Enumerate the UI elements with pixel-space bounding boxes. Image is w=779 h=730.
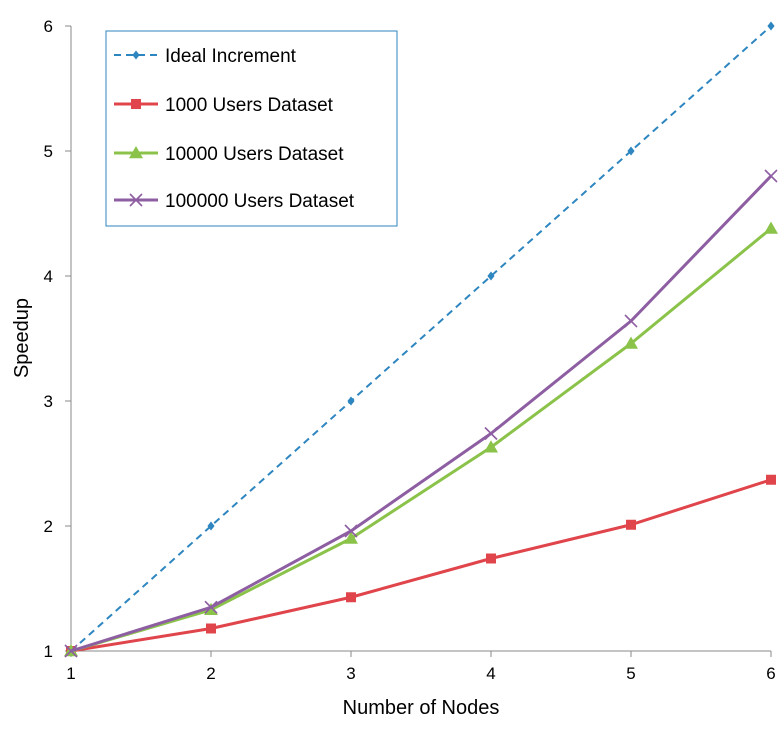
series-4 xyxy=(64,169,778,658)
data-point xyxy=(206,623,216,634)
x-tick-label: 4 xyxy=(486,664,495,683)
data-point xyxy=(347,396,355,406)
data-point xyxy=(64,644,78,658)
data-point xyxy=(484,426,498,441)
x-axis-label: Number of Nodes xyxy=(343,697,500,719)
data-point xyxy=(204,602,218,615)
y-tick-label: 4 xyxy=(44,267,53,286)
data-point xyxy=(207,521,215,531)
legend-item: 1000 Users Dataset xyxy=(114,95,334,116)
x-tick-label: 6 xyxy=(766,664,775,683)
legend-marker xyxy=(132,50,140,60)
data-point xyxy=(486,553,496,564)
series-line xyxy=(70,478,772,653)
x-tick-label: 1 xyxy=(66,664,75,683)
series-2 xyxy=(66,474,776,656)
legend-label: 10000 Users Dataset xyxy=(165,144,344,165)
legend-marker xyxy=(131,99,141,109)
y-tick-label: 3 xyxy=(44,392,53,411)
data-point xyxy=(766,474,776,485)
x-tick-label: 2 xyxy=(206,664,215,683)
data-point xyxy=(624,336,638,349)
data-point xyxy=(344,524,358,538)
legend-marker xyxy=(129,193,143,207)
data-point xyxy=(627,146,635,156)
legend-label: 100000 Users Dataset xyxy=(165,191,355,212)
legend: Ideal Increment 1000 Users Dataset 10000 U… xyxy=(105,30,398,227)
series-line xyxy=(70,25,772,652)
x-tick-label: 3 xyxy=(346,664,355,683)
axes-layer: 1 2 3 4 5 6 1 2 3 4 5 6 xyxy=(44,17,776,683)
data-point xyxy=(346,592,356,603)
legend-item: Ideal Increment xyxy=(114,46,297,67)
series-layer xyxy=(64,21,778,658)
series-1 xyxy=(67,21,775,656)
y-tick-label: 1 xyxy=(44,642,53,661)
data-point xyxy=(484,440,498,453)
legend-item: 100000 Users Dataset xyxy=(114,191,355,212)
x-tick-label: 5 xyxy=(626,664,635,683)
legend-box xyxy=(105,30,398,227)
data-point xyxy=(626,519,636,530)
legend-label: 1000 Users Dataset xyxy=(165,95,334,116)
series-line xyxy=(70,227,772,653)
y-tick-label: 6 xyxy=(44,17,53,36)
data-point xyxy=(764,169,778,183)
data-point xyxy=(204,600,218,614)
y-tick-label: 2 xyxy=(44,517,53,536)
y-axis-label: Speedup xyxy=(11,298,33,378)
series-3 xyxy=(64,221,778,657)
legend-label: Ideal Increment xyxy=(165,46,297,67)
legend-item: 10000 Users Dataset xyxy=(114,144,344,165)
legend-marker xyxy=(129,146,143,159)
data-point xyxy=(487,271,495,281)
y-tick-label: 5 xyxy=(44,142,53,161)
data-point xyxy=(344,531,358,544)
data-point xyxy=(624,314,638,328)
data-point xyxy=(764,221,778,234)
series-line xyxy=(70,174,773,653)
data-point xyxy=(767,21,775,31)
